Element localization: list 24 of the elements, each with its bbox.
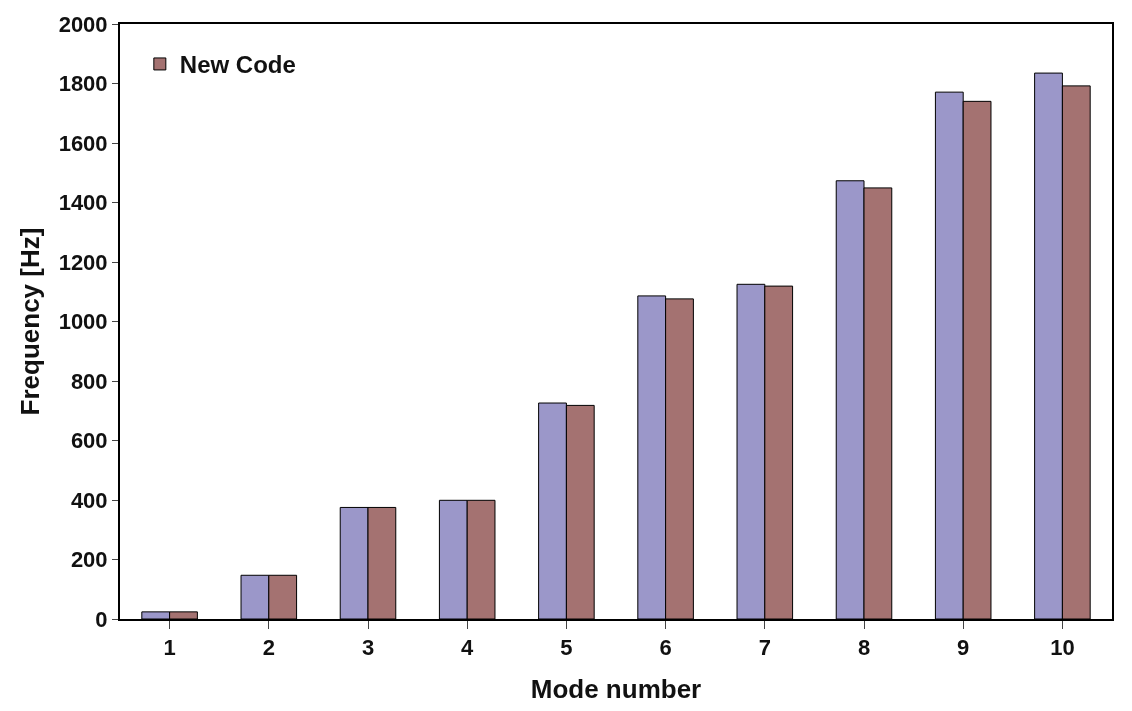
x-axis-title: Mode number <box>530 673 702 704</box>
y-tick-label: 0 <box>95 606 108 632</box>
y-tick-label: 400 <box>70 487 108 513</box>
x-tick-label: 4 <box>461 635 475 661</box>
x-tick-label: 7 <box>758 635 771 661</box>
y-tick-label: 2000 <box>58 11 108 37</box>
x-tick-label: 3 <box>361 635 375 661</box>
x-tick-label: 6 <box>659 635 672 661</box>
x-tick-label: 9 <box>957 635 970 661</box>
y-tick-label: 1400 <box>58 190 108 216</box>
legend-label: New Code <box>179 51 296 79</box>
y-tick-label: 1200 <box>58 249 108 275</box>
x-tick-label: 10 <box>1050 635 1075 661</box>
y-axis-title: Frequency [Hz] <box>14 227 45 416</box>
x-tick-label: 1 <box>163 635 176 661</box>
x-tick-label: 5 <box>560 635 573 661</box>
y-tick-label: 1800 <box>58 71 108 97</box>
y-tick-label: 600 <box>70 428 108 454</box>
y-tick-label: 1000 <box>58 309 108 335</box>
y-tick-label: 1600 <box>58 130 108 156</box>
y-tick-label: 200 <box>70 547 108 573</box>
x-tick-label: 2 <box>262 635 275 661</box>
y-tick-label: 800 <box>70 368 108 394</box>
x-tick-label: 8 <box>857 635 871 661</box>
